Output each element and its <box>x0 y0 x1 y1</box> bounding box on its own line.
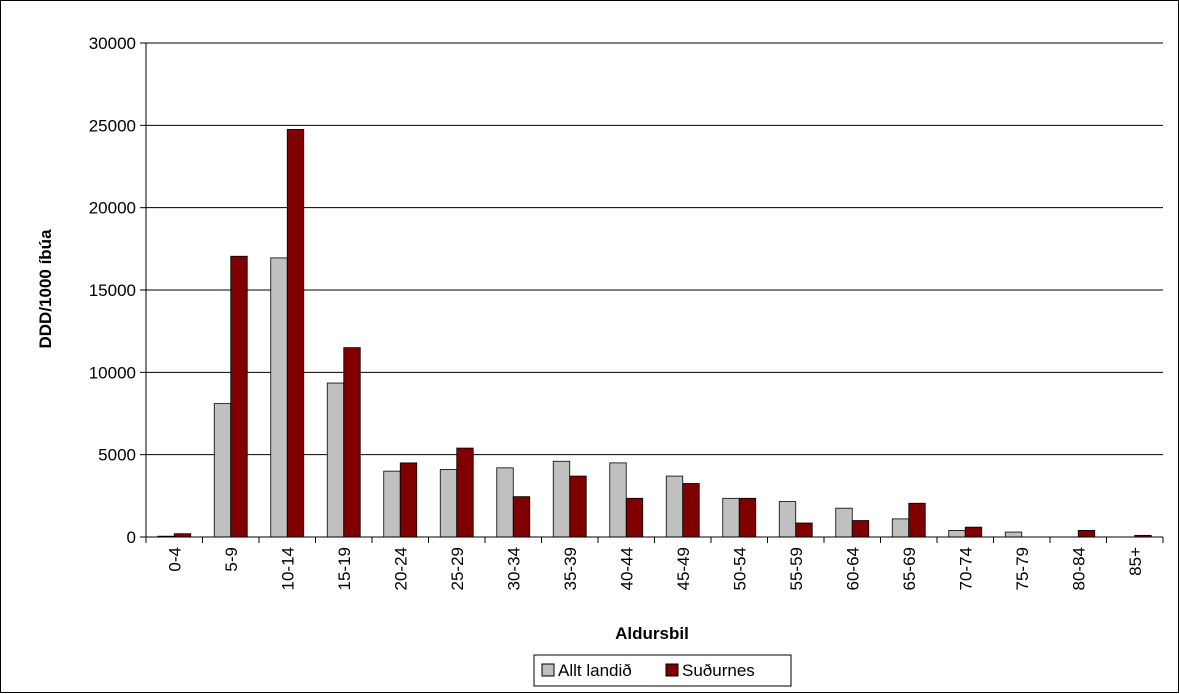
bar <box>908 502 926 538</box>
x-tick-label: 20-24 <box>391 547 410 590</box>
bar <box>213 403 232 538</box>
bar <box>230 255 248 538</box>
legend-label-sudurnes: Suðurnes <box>682 661 755 680</box>
bar <box>835 507 853 538</box>
y-tick-label: 20000 <box>89 199 136 218</box>
bar <box>795 522 813 538</box>
bar <box>891 518 910 538</box>
x-tick-label: 80-84 <box>1069 547 1088 590</box>
x-tick-label: 75-79 <box>1013 547 1032 590</box>
bar <box>625 497 644 538</box>
x-tick-label: 5-9 <box>222 547 241 572</box>
bar <box>722 497 740 538</box>
legend: Allt landið Suðurnes <box>533 654 792 687</box>
x-tick-label: 35-39 <box>561 547 580 590</box>
bar <box>1077 530 1096 538</box>
x-axis-title: Aldursbil <box>615 624 689 643</box>
x-tick-label: 65-69 <box>900 547 919 590</box>
y-tick-label: 10000 <box>89 363 136 382</box>
bar <box>851 520 870 538</box>
bar <box>964 526 983 538</box>
legend-swatch-sudurnes <box>665 663 679 677</box>
bar <box>569 475 587 538</box>
y-tick-label: 25000 <box>89 116 136 135</box>
x-tick-label: 10-14 <box>278 547 297 590</box>
y-tick-label: 5000 <box>98 446 136 465</box>
x-tick-label: 50-54 <box>730 547 749 590</box>
x-tick-label: 60-64 <box>843 547 862 590</box>
x-tick-label: 40-44 <box>617 547 636 590</box>
x-tick-label: 55-59 <box>787 547 806 590</box>
bar <box>399 462 418 538</box>
bars <box>157 129 1152 538</box>
bar <box>286 129 305 538</box>
bar <box>326 382 345 538</box>
legend-box <box>533 654 792 687</box>
bar <box>609 462 627 538</box>
x-tick-label: 25-29 <box>448 547 467 590</box>
bar <box>496 467 514 538</box>
legend-swatch-allt-landid <box>541 663 555 677</box>
bar <box>512 496 531 538</box>
x-tick-label: 0-4 <box>165 547 184 572</box>
y-tick-label: 30000 <box>89 34 136 53</box>
x-tick-label: 30-34 <box>504 547 523 590</box>
bar <box>1004 531 1023 538</box>
x-tick-label: 85+ <box>1126 547 1145 576</box>
x-tick-label: 15-19 <box>335 547 354 590</box>
y-tick-label: 15000 <box>89 281 136 300</box>
legend-label-allt-landid: Allt landið <box>558 661 632 680</box>
gridlines <box>146 42 1163 456</box>
bar <box>738 497 757 538</box>
bar <box>439 469 458 538</box>
bar <box>270 257 288 538</box>
x-tick-label: 45-49 <box>674 547 693 590</box>
bar <box>665 475 684 538</box>
y-tick-label: 0 <box>127 528 136 547</box>
bar <box>456 447 474 538</box>
bar <box>682 483 700 538</box>
bar <box>552 460 571 538</box>
bar <box>778 501 797 538</box>
bar <box>343 347 361 538</box>
bar <box>383 470 401 538</box>
y-axis-title: DDD/1000 íbúa <box>36 229 55 349</box>
bar <box>948 530 966 538</box>
x-tick-label: 70-74 <box>956 547 975 590</box>
axes: 0 5000 10000 15000 20000 25000 30000 0-4 5-9 10-1… <box>89 34 1164 590</box>
